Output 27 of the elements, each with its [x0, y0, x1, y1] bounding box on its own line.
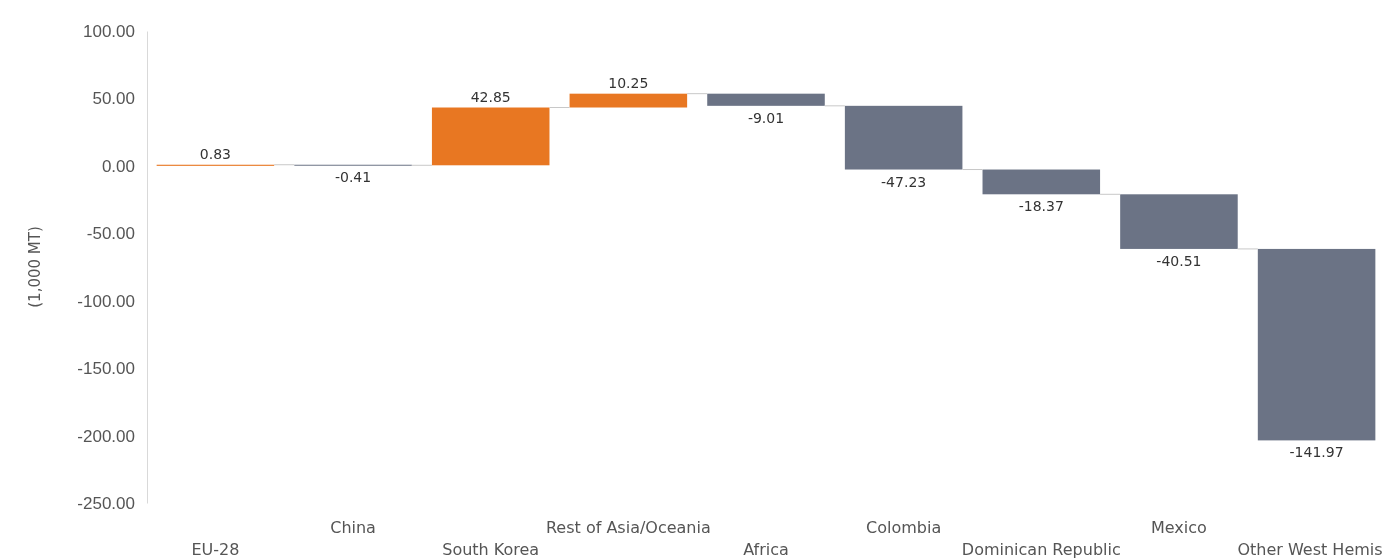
x-tick-label: Africa	[743, 540, 789, 559]
data-label: -0.41	[334, 169, 372, 186]
y-tick-label: -50.00	[86, 224, 135, 244]
data-label: -141.97	[1289, 444, 1344, 461]
data-label: 0.83	[199, 145, 231, 162]
data-label: -9.01	[747, 109, 785, 126]
y-tick-label: -150.00	[77, 359, 135, 379]
x-tick-label: South Korea	[442, 540, 540, 559]
y-tick-label: -100.00	[77, 291, 135, 311]
data-label: -40.51	[1156, 252, 1202, 269]
x-tick-label: Other West Hemis	[1237, 540, 1383, 559]
data-label: 10.25	[608, 74, 649, 91]
x-tick-label: Mexico	[1151, 518, 1207, 537]
data-label: 42.85	[470, 88, 511, 105]
y-tick-label: 50.00	[92, 89, 135, 109]
y-tick-label: 0.00	[101, 156, 135, 176]
y-axis-title: (1,000 MT)	[26, 226, 44, 308]
y-tick-label: -200.00	[77, 426, 135, 446]
y-tick-label: 100.00	[83, 21, 135, 41]
data-label: -18.37	[1018, 198, 1064, 215]
x-tick-label: Rest of Asia/Oceania	[545, 518, 711, 537]
x-tick-label: Colombia	[866, 518, 942, 537]
x-tick-label: China	[330, 518, 376, 537]
x-tick-label: Dominican Republic	[961, 540, 1121, 559]
y-tick-label: -250.00	[77, 493, 135, 513]
data-label: -47.23	[881, 173, 927, 190]
x-tick-label: EU-28	[191, 540, 240, 559]
